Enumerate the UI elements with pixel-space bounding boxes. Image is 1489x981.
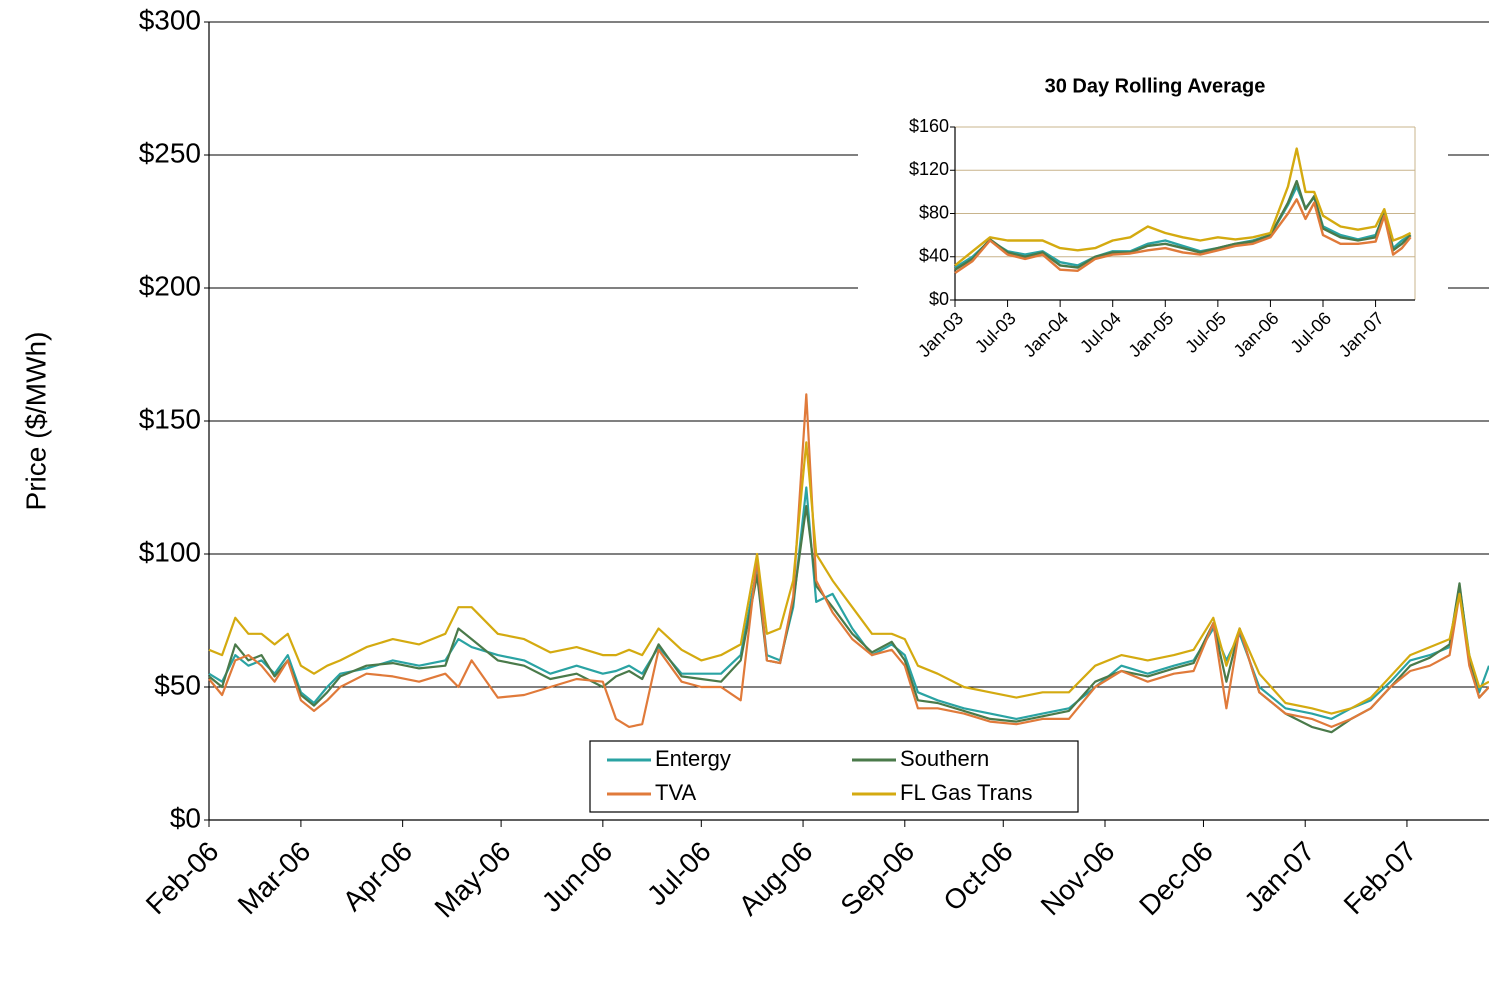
y-tick-label: $0 [929, 289, 949, 309]
x-tick-label: Dec-06 [1133, 836, 1219, 922]
x-tick-label: Mar-06 [232, 836, 317, 921]
x-tick-label: Sep-06 [834, 836, 920, 922]
series-line [208, 505, 1489, 734]
y-tick-label: $200 [139, 270, 201, 301]
x-tick-label: Oct-06 [937, 836, 1018, 917]
x-tick-label: Feb-07 [1338, 836, 1423, 921]
series-line [954, 147, 1412, 267]
x-tick-label: Nov-06 [1035, 836, 1121, 922]
legend-label: Southern [900, 746, 989, 771]
y-axis-label: Price ($/MWh) [20, 332, 51, 511]
y-tick-label: $160 [909, 116, 949, 136]
series-line [208, 393, 1489, 728]
x-tick-label: Jun-06 [536, 836, 618, 918]
series-line [954, 198, 1412, 274]
legend-label: FL Gas Trans [900, 780, 1032, 805]
x-tick-label: Jan-07 [1238, 836, 1320, 918]
y-tick-label: $120 [909, 159, 949, 179]
x-tick-label: Aug-06 [733, 836, 819, 922]
legend-label: Entergy [655, 746, 731, 771]
y-tick-label: $300 [139, 4, 201, 35]
y-tick-label: $250 [139, 137, 201, 168]
x-tick-label: Jul-06 [641, 836, 717, 912]
series-line [954, 179, 1412, 271]
y-tick-label: $150 [139, 403, 201, 434]
x-tick-label: Feb-06 [140, 836, 225, 921]
y-tick-label: $50 [154, 669, 201, 700]
y-tick-label: $100 [139, 536, 201, 567]
y-tick-label: $80 [919, 202, 949, 222]
legend-box [589, 740, 1079, 813]
inset-title: 30 Day Rolling Average [1045, 75, 1266, 97]
x-tick-label: May-06 [429, 836, 517, 924]
series-line [208, 441, 1489, 715]
legend-label: TVA [655, 780, 696, 805]
legend: Entergy Southern TVA FL Gas Trans [589, 740, 1079, 813]
x-tick-label: Apr-06 [337, 836, 418, 917]
inset-background [858, 62, 1448, 412]
y-tick-label: $0 [170, 802, 201, 833]
y-tick-label: $40 [919, 246, 949, 266]
